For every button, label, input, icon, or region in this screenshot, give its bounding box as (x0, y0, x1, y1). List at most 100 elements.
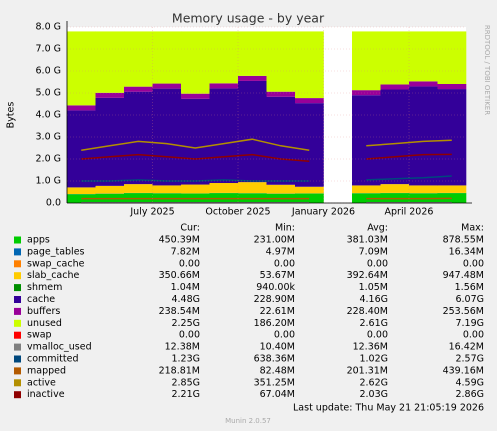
series-line (366, 175, 452, 181)
legend-label: page_tables (27, 246, 85, 257)
area-segment (295, 98, 324, 104)
legend-label: slab_cache (27, 270, 79, 281)
y-axis-label: Bytes (6, 102, 17, 129)
area-segment (209, 183, 239, 193)
legend-value: 947.48M (443, 270, 484, 281)
column-header: Cur: (180, 223, 200, 234)
legend-value: 2.03G (359, 389, 388, 400)
legend-value: 53.67M (260, 270, 295, 281)
legend-value: 0.00 (274, 258, 295, 269)
x-tick-label: April 2026 (385, 207, 434, 218)
legend-label: cache (27, 294, 55, 305)
area-segment (67, 105, 96, 111)
area-segment (409, 31, 438, 82)
legend-value: 4.16G (359, 294, 388, 305)
y-tick-label: 3.0 G (36, 132, 62, 143)
x-tick-label: October 2025 (205, 207, 270, 218)
area-segment (181, 93, 210, 99)
area-segment (437, 185, 467, 193)
area-segment (152, 83, 182, 89)
series-line (366, 153, 452, 160)
area-segment (238, 182, 267, 194)
legend-value: 381.03M (347, 235, 388, 246)
legend-value: 1.02G (359, 354, 388, 365)
series-line (81, 153, 310, 162)
legend-label: unused (27, 318, 62, 329)
legend-value: 7.19G (455, 318, 484, 329)
legend-value: 7.09M (359, 246, 388, 257)
area-segment (352, 185, 381, 194)
legend-value: 0.00 (179, 330, 200, 341)
legend-value: 439.16M (443, 365, 484, 376)
legend-swatch (14, 236, 21, 244)
area-segment (238, 80, 267, 183)
area-segment (409, 86, 438, 186)
area-segment (124, 184, 153, 193)
legend-value: 4.97M (266, 246, 295, 257)
legend-value: 67.04M (260, 389, 295, 400)
area-segment (95, 31, 125, 93)
legend-label: vmalloc_used (27, 342, 92, 353)
legend-value: 2.21G (171, 389, 200, 400)
area-segment (181, 98, 210, 185)
area-segment (266, 184, 296, 194)
area-segment (380, 84, 410, 90)
legend-value: 4.59G (455, 377, 484, 388)
legend-label: apps (27, 235, 50, 246)
area-segment (380, 184, 410, 193)
legend-value: 2.57G (455, 354, 484, 365)
legend-swatch (14, 355, 21, 363)
legend-value: 7.82M (171, 246, 200, 257)
legend-label: mapped (27, 365, 66, 376)
series-line (366, 139, 452, 147)
area-segment (209, 83, 239, 89)
legend-value: 238.54M (159, 306, 200, 317)
area-segment (67, 31, 96, 106)
legend-value: 16.42M (449, 342, 484, 353)
area-segment (181, 184, 210, 194)
area-segment (295, 193, 324, 203)
area-segment (295, 31, 324, 99)
area-segment (124, 31, 153, 87)
legend-label: shmem (27, 282, 62, 293)
legend-value: 186.20M (254, 318, 295, 329)
column-header: Max: (461, 223, 484, 234)
y-tick-label: 6.0 G (36, 66, 62, 77)
side-text: RRDTOOL / TOBI OETIKER (483, 25, 491, 115)
legend-label: swap (27, 330, 52, 341)
legend-value: 231.00M (254, 235, 295, 246)
area-segment (67, 187, 96, 195)
column-header: Avg: (367, 223, 388, 234)
legend-value: 351.25M (254, 377, 295, 388)
legend-value: 0.00 (367, 330, 388, 341)
legend-value: 22.61M (260, 306, 295, 317)
area-segment (295, 103, 324, 187)
legend-value: 12.36M (353, 342, 388, 353)
legend-value: 201.31M (347, 365, 388, 376)
x-tick-label: July 2025 (129, 207, 174, 218)
legend-label: buffers (27, 306, 60, 317)
area-segment (95, 92, 125, 98)
legend-swatch (14, 307, 21, 315)
area-segment (409, 185, 438, 194)
area-segment (238, 75, 267, 81)
legend-label: inactive (27, 389, 65, 400)
legend-label: committed (27, 354, 79, 365)
area-segment (352, 31, 381, 91)
legend-value: 4.48G (171, 294, 200, 305)
area-segment (95, 185, 125, 194)
area-segment (409, 81, 438, 87)
y-tick-label: 7.0 G (36, 44, 62, 55)
area-segment (295, 186, 324, 194)
legend-value: 1.05M (359, 282, 388, 293)
area-segment (152, 185, 182, 194)
legend-value: 1.56M (455, 282, 484, 293)
last-update: Last update: Thu May 21 21:05:19 2026 (293, 403, 484, 414)
legend-value: 228.40M (347, 306, 388, 317)
legend-value: 2.62G (359, 377, 388, 388)
area-segment (380, 31, 410, 85)
legend-value: 1.23G (171, 354, 200, 365)
legend-value: 6.07G (455, 294, 484, 305)
area-segment (152, 31, 182, 84)
